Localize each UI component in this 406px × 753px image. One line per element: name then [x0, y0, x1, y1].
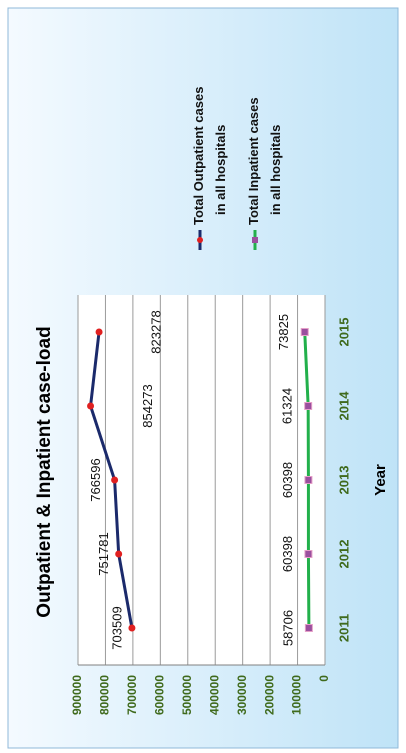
marker — [128, 624, 136, 632]
x-tick-label: 2014 — [336, 391, 351, 421]
data-label: 73825 — [276, 314, 291, 350]
y-tick-label: 700000 — [125, 675, 139, 715]
data-label: 766596 — [88, 458, 103, 501]
data-label: 751781 — [96, 532, 111, 575]
legend-label: Total Inpatient cases in all hospitals — [246, 97, 283, 225]
marker — [95, 328, 103, 336]
y-tick-label: 0 — [317, 675, 331, 682]
legend-label: Total Outpatient cases in all hospitals — [191, 87, 228, 225]
x-tick-label: 2011 — [336, 614, 351, 642]
marker — [304, 476, 313, 484]
marker — [115, 550, 123, 558]
chart-title: Outpatient & Inpatient case-load — [34, 326, 55, 617]
marker — [304, 550, 313, 558]
data-label: 58706 — [280, 610, 295, 646]
data-label: 823278 — [148, 310, 163, 353]
y-tick-label: 100000 — [290, 675, 304, 715]
marker — [304, 624, 313, 632]
y-tick-label: 500000 — [180, 675, 194, 715]
y-tick-label: 800000 — [98, 675, 112, 715]
x-tick-label: 2012 — [336, 540, 351, 569]
marker — [87, 402, 95, 410]
legend-marker — [197, 237, 203, 243]
y-tick-label: 300000 — [235, 675, 249, 715]
y-tick-label: 200000 — [262, 675, 276, 715]
y-tick-label: 900000 — [70, 675, 84, 715]
marker — [304, 402, 313, 410]
data-label: 61324 — [280, 388, 295, 424]
legend-marker — [252, 237, 258, 243]
data-label: 60398 — [280, 536, 295, 572]
y-tick-label: 400000 — [207, 675, 221, 715]
x-axis-label: Year — [372, 464, 389, 496]
y-tick-label: 600000 — [153, 675, 167, 715]
marker — [111, 476, 119, 484]
data-label: 703509 — [109, 606, 124, 649]
plot-area — [78, 295, 325, 665]
marker — [300, 328, 309, 336]
data-label: 854273 — [140, 384, 155, 427]
data-label: 60398 — [280, 462, 295, 498]
x-tick-label: 2013 — [336, 466, 351, 495]
x-tick-label: 2015 — [336, 318, 351, 347]
